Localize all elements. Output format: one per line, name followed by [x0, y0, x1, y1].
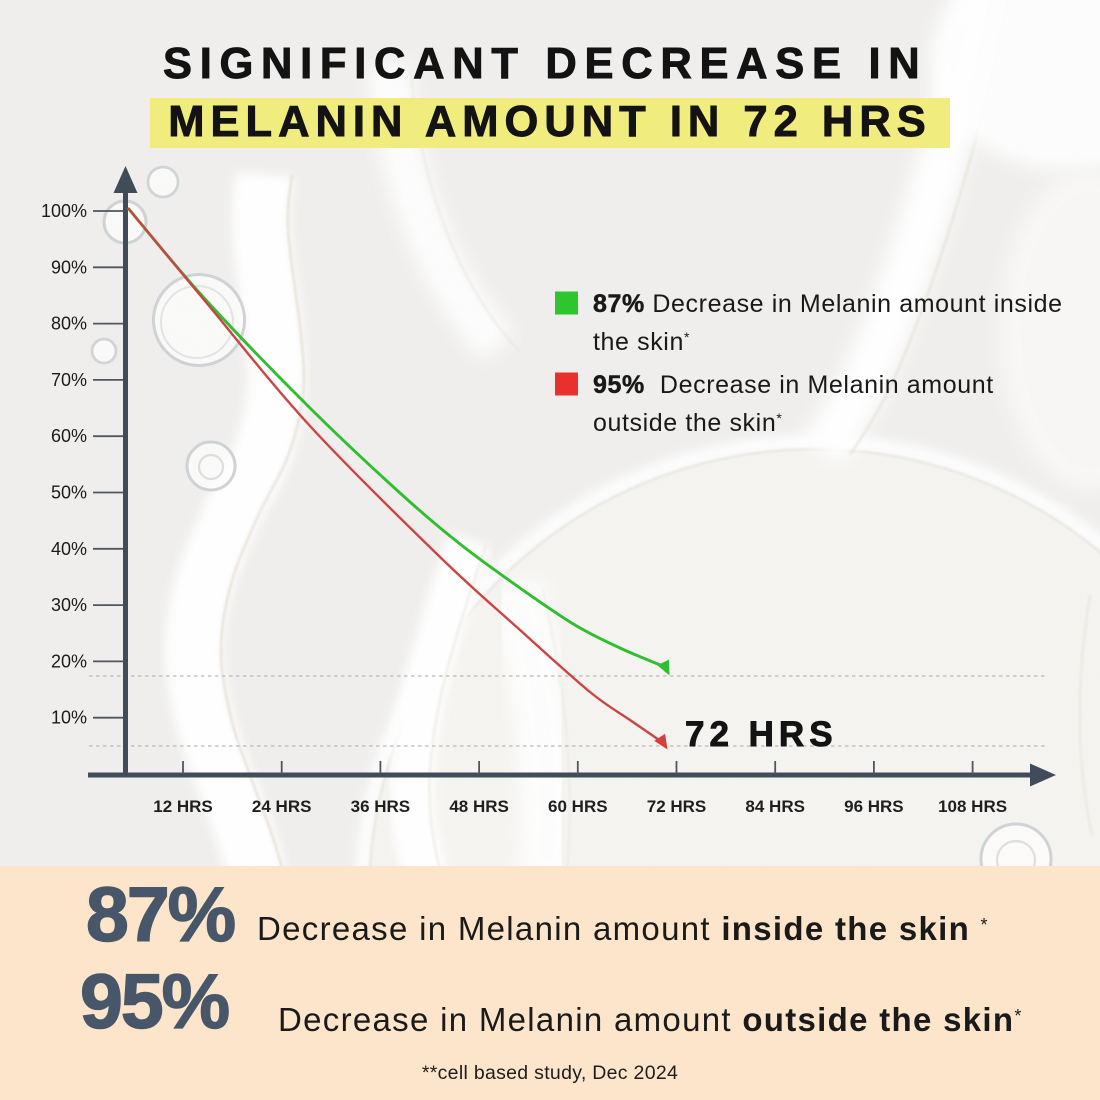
svg-text:48 HRS: 48 HRS: [449, 797, 509, 816]
svg-text:20%: 20%: [51, 651, 87, 671]
svg-text:84 HRS: 84 HRS: [745, 797, 805, 816]
svg-text:96 HRS: 96 HRS: [844, 797, 904, 816]
svg-text:72 HRS: 72 HRS: [647, 797, 707, 816]
svg-text:50%: 50%: [51, 483, 87, 503]
svg-text:10%: 10%: [51, 708, 87, 728]
svg-text:100%: 100%: [41, 201, 87, 221]
svg-text:90%: 90%: [51, 257, 87, 277]
svg-text:40%: 40%: [51, 539, 87, 559]
svg-text:80%: 80%: [51, 314, 87, 334]
svg-text:12 HRS: 12 HRS: [153, 797, 213, 816]
svg-text:36 HRS: 36 HRS: [351, 797, 411, 816]
svg-text:108 HRS: 108 HRS: [938, 797, 1007, 816]
svg-text:60 HRS: 60 HRS: [548, 797, 608, 816]
svg-text:60%: 60%: [51, 426, 87, 446]
svg-text:24 HRS: 24 HRS: [252, 797, 312, 816]
svg-text:30%: 30%: [51, 595, 87, 615]
svg-text:70%: 70%: [51, 370, 87, 390]
